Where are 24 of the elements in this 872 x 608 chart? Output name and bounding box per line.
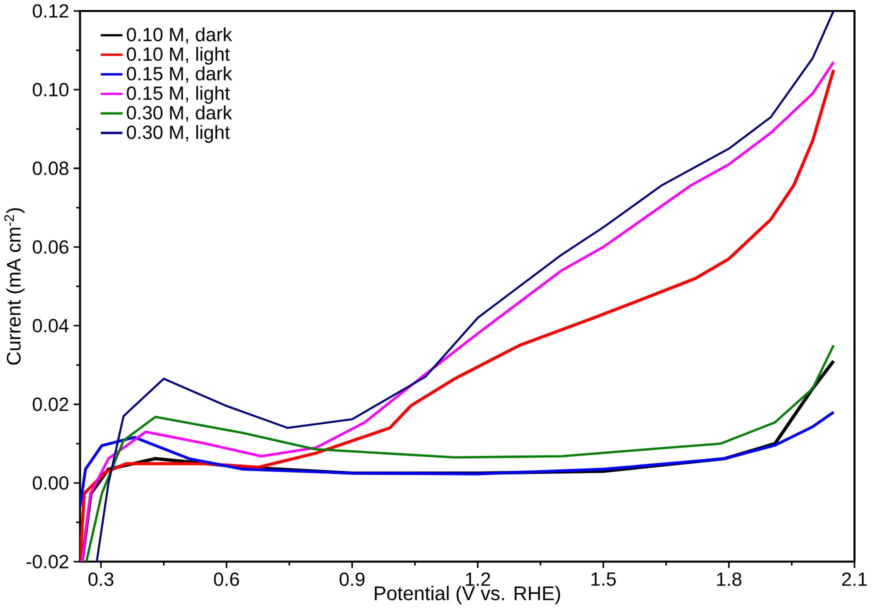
legend-label: 0.15 M, dark [126, 66, 232, 82]
y-tick-label: 0.08 [32, 161, 68, 175]
x-tick-label: 1.2 [466, 572, 490, 586]
legend-label: 0.15 M, light [126, 86, 230, 104]
x-tick-label: 0.3 [88, 572, 114, 586]
line-series [80, 410, 835, 508]
y-tick-label: 0.06 [32, 240, 68, 254]
y-tick-label: -0.02 [26, 554, 68, 568]
y-tick-label: 0.12 [32, 4, 68, 18]
y-tick-label: 0.02 [32, 397, 68, 411]
x-tick-label: 2.1 [842, 572, 867, 586]
y-tick-label: 0.04 [32, 318, 69, 332]
legend-label: 0.10 M, dark [126, 27, 232, 44]
x-axis-title: Potential (V vs. RHE) [374, 586, 560, 604]
legend-label: 0.10 M, light [126, 46, 230, 64]
x-tick-label: 1.8 [717, 572, 742, 586]
y-axis-title: Current (mA cm$^{-2}$) [4, 208, 25, 364]
x-tick-label: 0.9 [340, 572, 364, 586]
y-tick-label: 0.10 [32, 82, 68, 96]
x-tick-label: 0.6 [214, 572, 239, 586]
x-tick-label: 1.5 [592, 572, 616, 586]
legend-label: 0.30 M, dark [126, 105, 232, 122]
legend-label: 0.30 M, light [126, 124, 230, 143]
y-tick-label: 0.00 [32, 476, 68, 490]
